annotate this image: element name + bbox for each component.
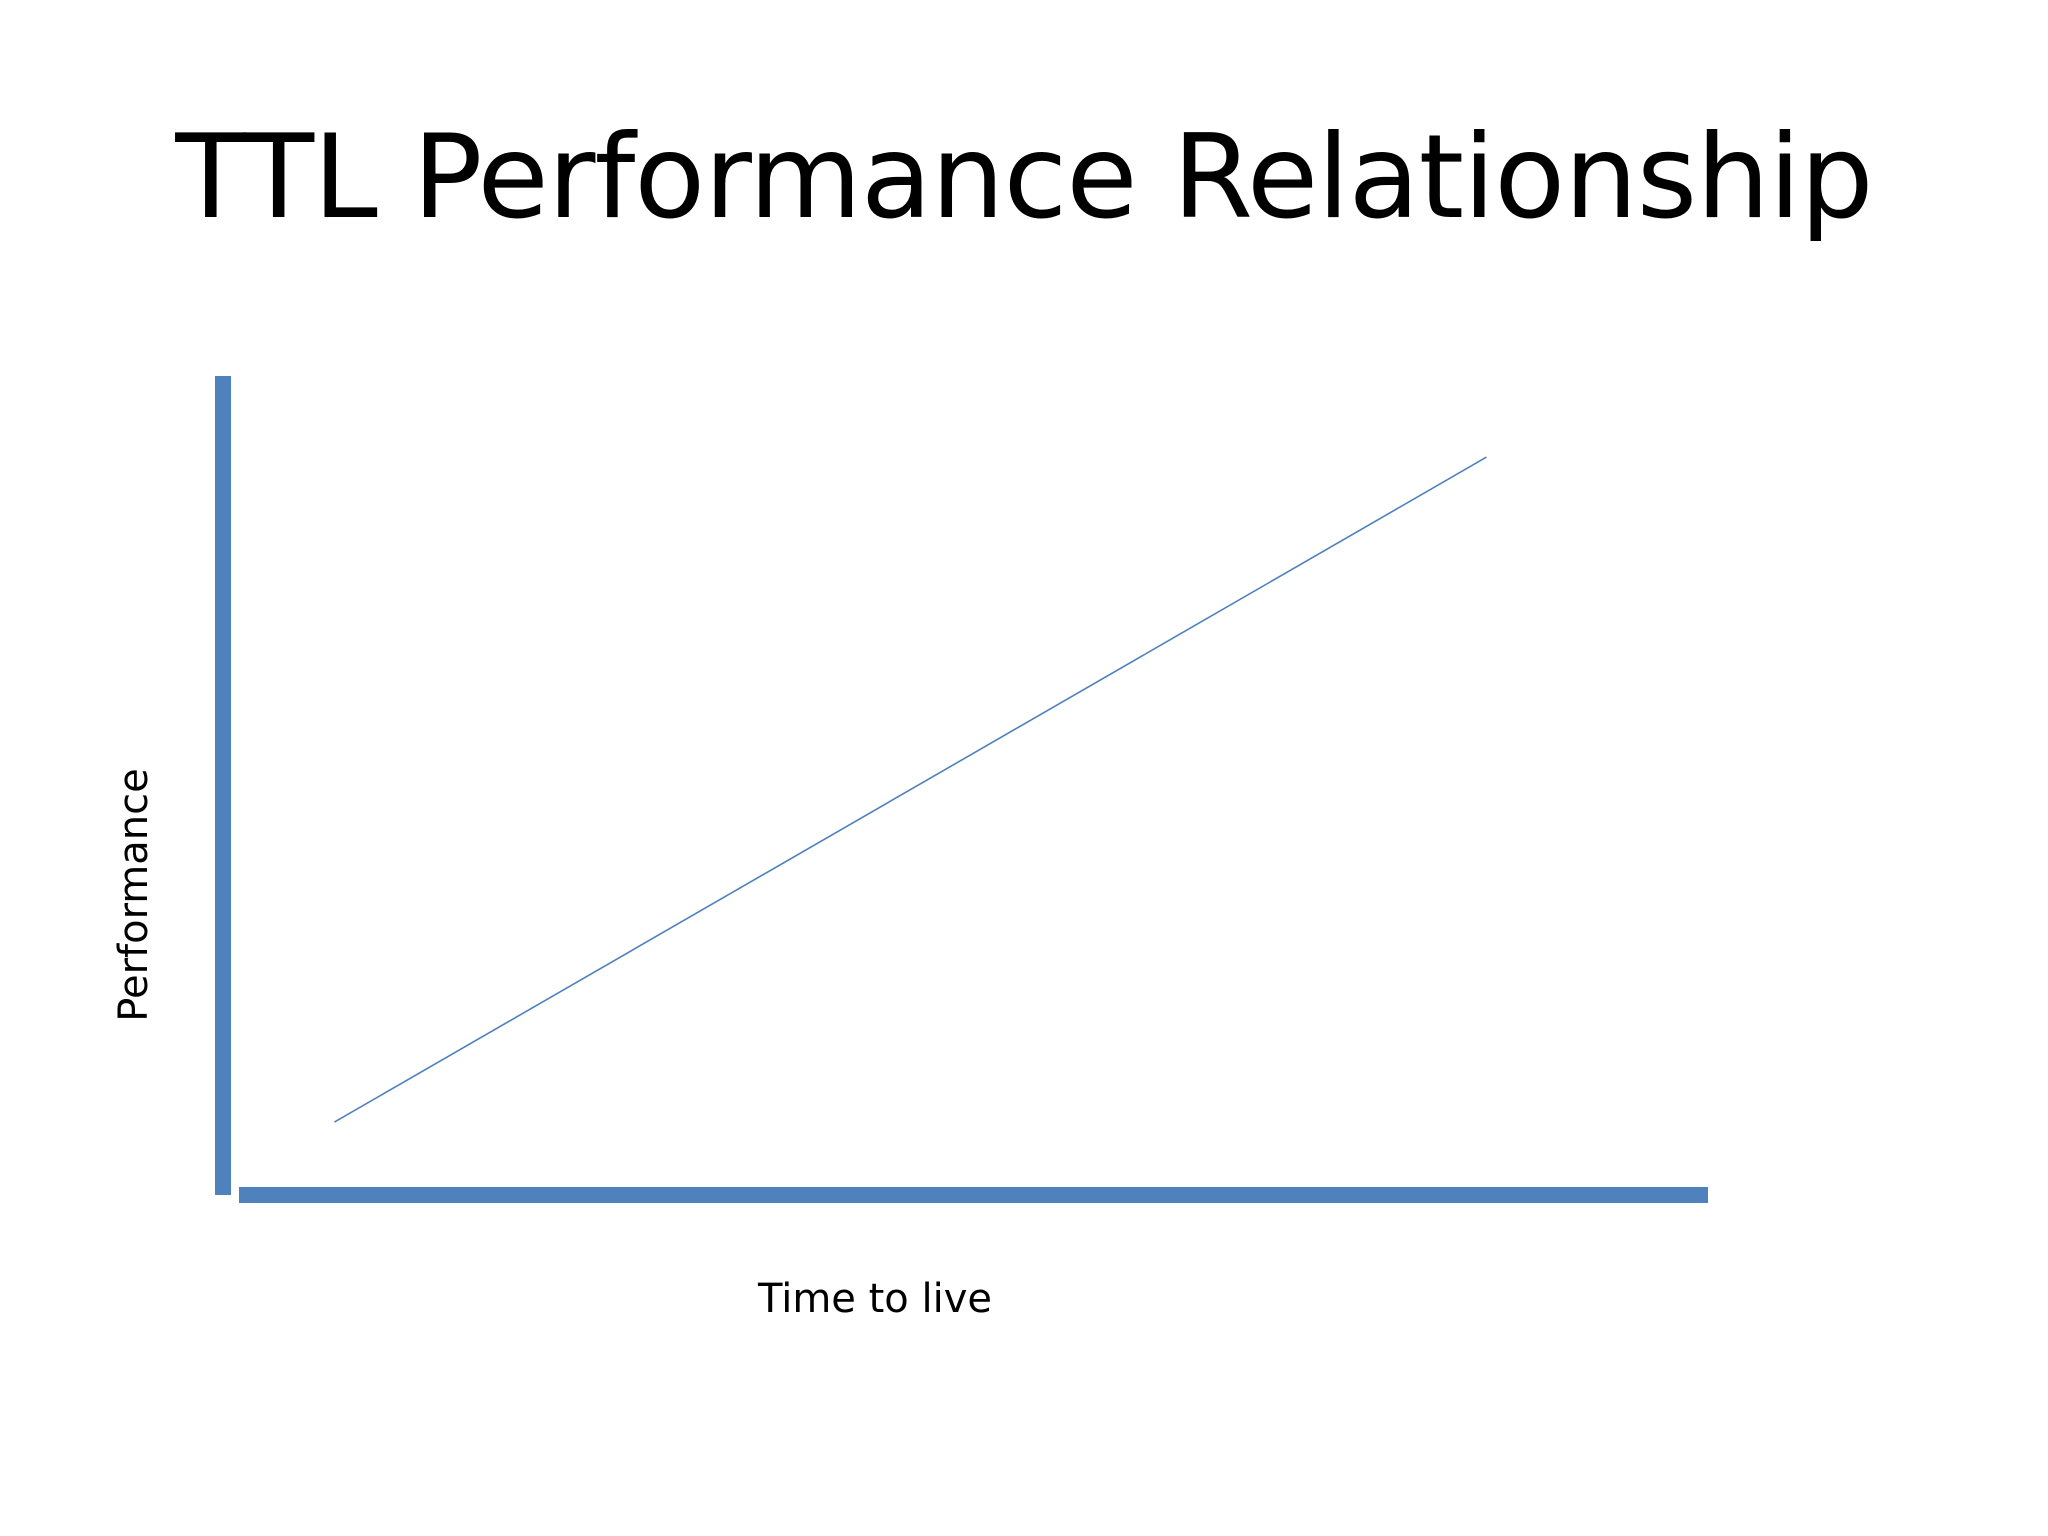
slide-title: TTL Performance Relationship — [175, 110, 1873, 245]
y-axis-line — [215, 376, 231, 1195]
x-axis-line — [239, 1187, 1708, 1203]
x-axis-label: Time to live — [757, 1276, 992, 1322]
series-layer — [334, 456, 1487, 1123]
series-line-0 — [334, 456, 1487, 1123]
y-axis-label: Performance — [111, 768, 157, 1021]
